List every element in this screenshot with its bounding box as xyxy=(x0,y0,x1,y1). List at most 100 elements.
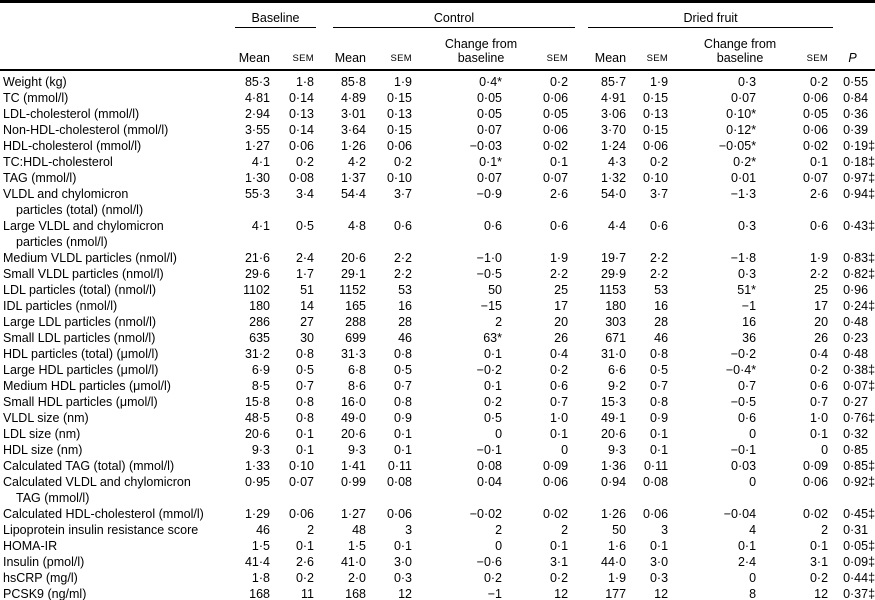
value-cell: 2·6 xyxy=(549,187,569,201)
control-mean-header: Mean xyxy=(316,28,369,71)
p-value-cell: 0·43‡ xyxy=(843,219,875,233)
value-cell: 17 xyxy=(814,299,829,313)
driedfruit-change-sem-header: SEM xyxy=(758,28,831,71)
value-cell: 0·2 xyxy=(393,155,413,169)
value-cell: 2·6 xyxy=(809,187,829,201)
value-cell: 1·24 xyxy=(601,139,627,153)
table-row: VLDL and chylomicron particles (total) (n… xyxy=(0,186,875,218)
value-cell: 4·81 xyxy=(244,91,270,105)
value-cell: 54·0 xyxy=(601,187,627,201)
value-cell: 4·8 xyxy=(347,219,367,233)
value-cell: 1·29 xyxy=(244,507,270,521)
value-cell: 0·08 xyxy=(288,171,315,185)
value-cell: 0·8 xyxy=(295,411,315,425)
value-cell: 0·1 xyxy=(393,443,413,457)
value-cell: 0·02 xyxy=(543,139,569,153)
value-cell: 4·3 xyxy=(607,155,627,169)
value-cell: 0·7 xyxy=(295,379,315,393)
value-cell: 55·3 xyxy=(244,187,270,201)
value-cell: 11 xyxy=(301,587,315,600)
value-cell: 0·6 xyxy=(649,219,669,233)
value-cell: 0·07 xyxy=(288,475,315,489)
value-cell: 2·4 xyxy=(295,251,315,265)
value-cell: 4·4 xyxy=(607,219,627,233)
group-baseline-label: Baseline xyxy=(251,11,300,25)
value-cell: 0·10 xyxy=(288,459,315,473)
value-cell: 0 xyxy=(495,427,503,441)
value-cell: −0·03 xyxy=(469,139,503,153)
value-cell: 165 xyxy=(345,299,367,313)
value-cell: 0·1 xyxy=(809,539,829,553)
value-cell: 21·6 xyxy=(244,251,270,265)
value-cell: 3·4 xyxy=(295,187,315,201)
value-cell: 286 xyxy=(249,315,270,329)
value-cell: 0·7 xyxy=(649,379,669,393)
value-cell: 0 xyxy=(495,539,503,553)
value-cell: 0·8 xyxy=(295,347,315,361)
value-cell: −1 xyxy=(487,587,503,600)
value-cell: 0·2 xyxy=(295,155,315,169)
value-cell: 0·10* xyxy=(726,107,757,121)
value-cell: 0 xyxy=(561,443,569,457)
table-header: Baseline Control Dried fruit Mean xyxy=(0,2,875,71)
value-cell: 2·6 xyxy=(295,555,315,569)
value-cell: 0·09 xyxy=(543,459,569,473)
value-cell: 0·5 xyxy=(393,363,413,377)
table-row: Small HDL particles (μmol/l) 15·8 0·8 16·0 0… xyxy=(0,394,875,410)
row-label: TC:HDL-cholesterol xyxy=(3,155,113,169)
table-body: Weight (kg) 85·3 1·8 85·8 1·9 0·4* 0·2 85·7 1·9 0… xyxy=(0,70,875,600)
value-cell: 0·06 xyxy=(386,139,413,153)
value-cell: 0·8 xyxy=(649,395,669,409)
value-cell: 0·06 xyxy=(543,123,569,137)
value-cell: 85·3 xyxy=(244,75,270,89)
value-cell: 1·36 xyxy=(601,459,627,473)
table-row: TC (mmol/l) 4·81 0·14 4·89 0·15 0·05 0·06 4·91 0… xyxy=(0,90,875,106)
value-cell: −1·3 xyxy=(730,187,757,201)
value-cell: −0·6 xyxy=(476,555,503,569)
value-cell: −0·5 xyxy=(476,267,503,281)
p-value-cell: 0·07‡ xyxy=(843,379,875,393)
p-value-cell: 0·05‡ xyxy=(843,539,875,553)
value-cell: 85·7 xyxy=(601,75,627,89)
row-label: TC (mmol/l) xyxy=(3,91,69,105)
control-change-header: Change from baseline xyxy=(414,28,517,71)
value-cell: 0·07 xyxy=(476,123,503,137)
table-row: hsCRP (mg/l) 1·8 0·2 2·0 0·3 0·2 0·2 1·9 0·3 0 0·2… xyxy=(0,570,875,586)
row-label: Large HDL particles (μmol/l) xyxy=(3,363,159,377)
value-cell: 0·3 xyxy=(737,75,757,89)
table-row: Non-HDL-cholesterol (mmol/l) 3·55 0·14 3·64… xyxy=(0,122,875,138)
p-value-cell: 0·18‡ xyxy=(843,155,875,169)
value-cell: 2·94 xyxy=(244,107,270,121)
table-row: Medium VLDL particles (nmol/l) 21·6 2·4 20·… xyxy=(0,250,875,266)
value-cell: 0·2* xyxy=(733,155,757,169)
value-cell: 0·03 xyxy=(731,459,757,473)
table-row: LDL-cholesterol (mmol/l) 2·94 0·13 3·01 0·13… xyxy=(0,106,875,122)
value-cell: 17 xyxy=(554,299,569,313)
value-cell: 0·04 xyxy=(476,475,503,489)
value-cell: 1·32 xyxy=(601,171,627,185)
value-cell: 16·0 xyxy=(340,395,367,409)
value-cell: −1 xyxy=(741,299,757,313)
value-cell: 1·0 xyxy=(809,411,829,425)
table-row: Calculated VLDL and chylomicron TAG (mmol… xyxy=(0,474,875,506)
value-cell: 1·8 xyxy=(251,571,270,585)
value-cell: 0·5 xyxy=(649,363,669,377)
value-cell: 0·8 xyxy=(649,347,669,361)
value-cell: 1·26 xyxy=(601,507,627,521)
p-value-cell: 0·97‡ xyxy=(843,171,875,185)
value-cell: 0·05 xyxy=(543,107,569,121)
empty-p-corner xyxy=(830,2,875,29)
value-cell: 16 xyxy=(654,299,669,313)
value-cell: 49·0 xyxy=(340,411,367,425)
value-cell: 8 xyxy=(749,587,757,600)
table-row: IDL particles (nmol/l) 180 14 165 16 −15 17 180… xyxy=(0,298,875,314)
row-label: hsCRP (mg/l) xyxy=(3,571,78,585)
row-label: LDL size (nm) xyxy=(3,427,81,441)
value-cell: 0·11 xyxy=(387,459,413,473)
value-cell: 0·07 xyxy=(476,171,503,185)
p-value-cell: 0·36 xyxy=(843,107,869,121)
value-cell: 0·09 xyxy=(803,459,829,473)
value-cell: 0·08 xyxy=(643,475,669,489)
table-row: Lipoprotein insulin resistance score 46 2 4… xyxy=(0,522,875,538)
row-label: VLDL size (nm) xyxy=(3,411,89,425)
